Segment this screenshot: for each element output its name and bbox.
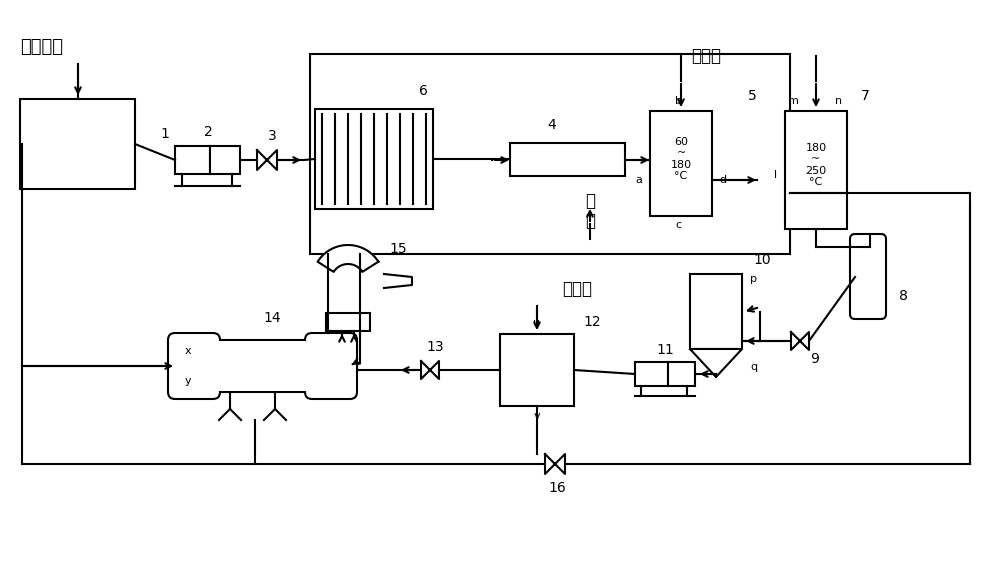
Bar [191,341,334,391]
Polygon shape [690,349,742,377]
Text: p: p [750,274,757,284]
Text: d: d [719,175,726,185]
Text: l: l [774,170,777,180]
FancyBboxPatch shape [305,333,357,399]
Text: b: b [674,96,682,106]
Bar [510,143,625,176]
Text: q: q [750,362,757,372]
Text: 9: 9 [811,352,819,366]
Text: 13: 13 [426,340,444,354]
Text: 4: 4 [548,118,556,132]
Text: x: x [185,346,191,356]
Bar [315,109,433,209]
Text: 16: 16 [548,481,566,495]
Polygon shape [318,245,378,272]
Bar [500,334,574,406]
Text: 6: 6 [419,84,427,98]
Text: 12: 12 [583,315,601,329]
Text: a: a [635,175,642,185]
Polygon shape [791,332,809,350]
Bar [785,111,847,229]
Text: 城市污泥: 城市污泥 [20,38,63,56]
Bar [635,362,668,386]
Text: u: u [533,318,541,328]
Text: 1: 1 [161,127,169,141]
Polygon shape [545,454,565,474]
FancyBboxPatch shape [168,333,220,399]
FancyBboxPatch shape [850,234,886,319]
Text: 14: 14 [263,311,281,325]
Text: 供
热: 供 热 [585,192,595,231]
Text: 5: 5 [748,89,756,103]
Bar [310,54,790,254]
Text: 水热炭: 水热炭 [562,280,592,298]
Polygon shape [421,361,439,379]
Text: 7: 7 [861,89,869,103]
Bar [210,146,240,174]
Text: n: n [835,96,843,106]
Text: 15: 15 [389,242,407,256]
Text: 60
~
180
°C: 60 ~ 180 °C [670,136,692,182]
Bar [668,362,695,386]
Text: 2: 2 [204,125,212,139]
Bar [20,99,135,189]
Text: c: c [675,220,681,230]
Text: v: v [534,411,540,421]
Bar [690,274,742,349]
Text: 催化剂: 催化剂 [691,47,721,65]
Text: 180
~
250
°C: 180 ~ 250 °C [805,143,827,187]
Text: m: m [788,96,798,106]
Bar [326,313,370,331]
Bar [650,111,712,216]
Text: 8: 8 [899,289,907,303]
Polygon shape [257,150,277,170]
Bar [197,340,328,392]
Text: 11: 11 [656,343,674,357]
Text: 3: 3 [268,129,276,143]
Bar [175,146,210,174]
Text: 10: 10 [753,253,771,267]
Text: y: y [185,376,191,386]
